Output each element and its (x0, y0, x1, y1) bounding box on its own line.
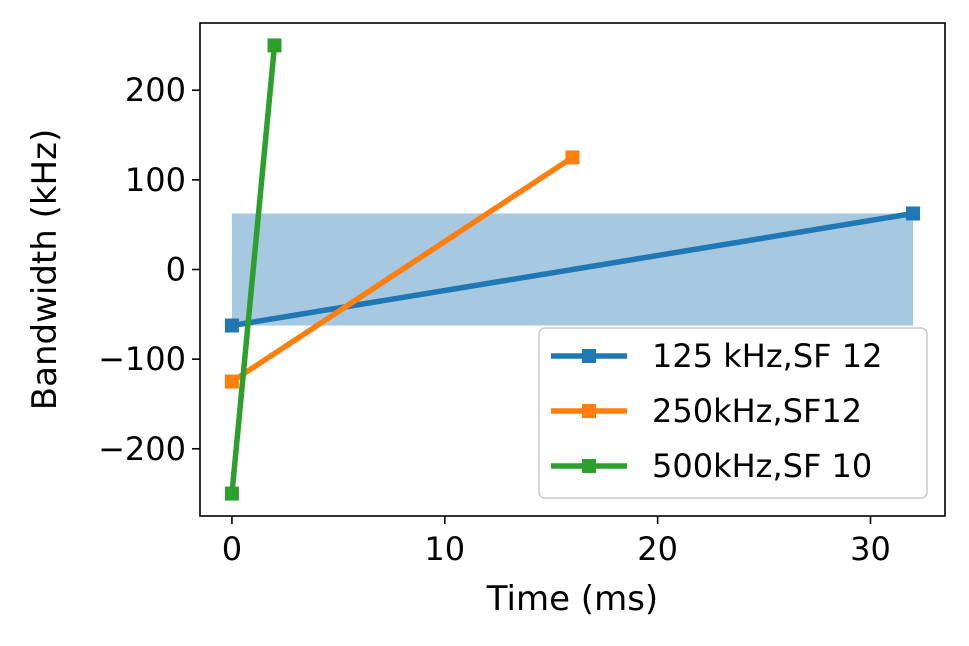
data-point-marker (224, 374, 239, 389)
y-ticks: −200 −100 0 100 200 (98, 71, 200, 468)
legend-marker (582, 404, 596, 418)
legend-label: 250kHz,SF12 (652, 392, 862, 430)
legend-entry: 125 kHz,SF 12 (551, 337, 882, 375)
data-point-marker (906, 206, 921, 221)
data-point-marker (224, 486, 239, 501)
legend-entry: 500kHz,SF 10 (551, 447, 872, 485)
x-tick-label: 30 (850, 530, 891, 568)
y-tick-label: −200 (98, 430, 186, 468)
y-tick-label: 0 (166, 251, 186, 289)
x-ticks: 0 10 20 30 (222, 516, 891, 568)
series-2 (224, 38, 282, 501)
series-1 (224, 150, 580, 389)
data-point-marker (565, 150, 580, 165)
x-tick-label: 20 (637, 530, 678, 568)
y-tick-label: 200 (125, 71, 186, 109)
legend-entry: 250kHz,SF12 (551, 392, 862, 430)
series-layer (224, 38, 921, 501)
y-tick-label: 100 (125, 161, 186, 199)
legend: 125 kHz,SF 12 250kHz,SF12 500kHz,SF 10 (538, 327, 928, 499)
series-line (230, 155, 575, 384)
y-tick-label: −100 (98, 340, 186, 378)
legend-label: 500kHz,SF 10 (652, 447, 872, 485)
series-line (229, 45, 278, 494)
legend-label: 125 kHz,SF 12 (652, 337, 882, 375)
legend-box (538, 327, 928, 499)
x-axis-label: Time (ms) (486, 579, 658, 619)
x-tick-label: 10 (424, 530, 465, 568)
data-point-marker (267, 38, 282, 53)
legend-marker (582, 349, 596, 363)
x-tick-label: 0 (222, 530, 242, 568)
data-point-marker (224, 318, 239, 333)
legend-marker (582, 459, 596, 473)
y-axis-label: Bandwidth (kHz) (25, 129, 65, 410)
